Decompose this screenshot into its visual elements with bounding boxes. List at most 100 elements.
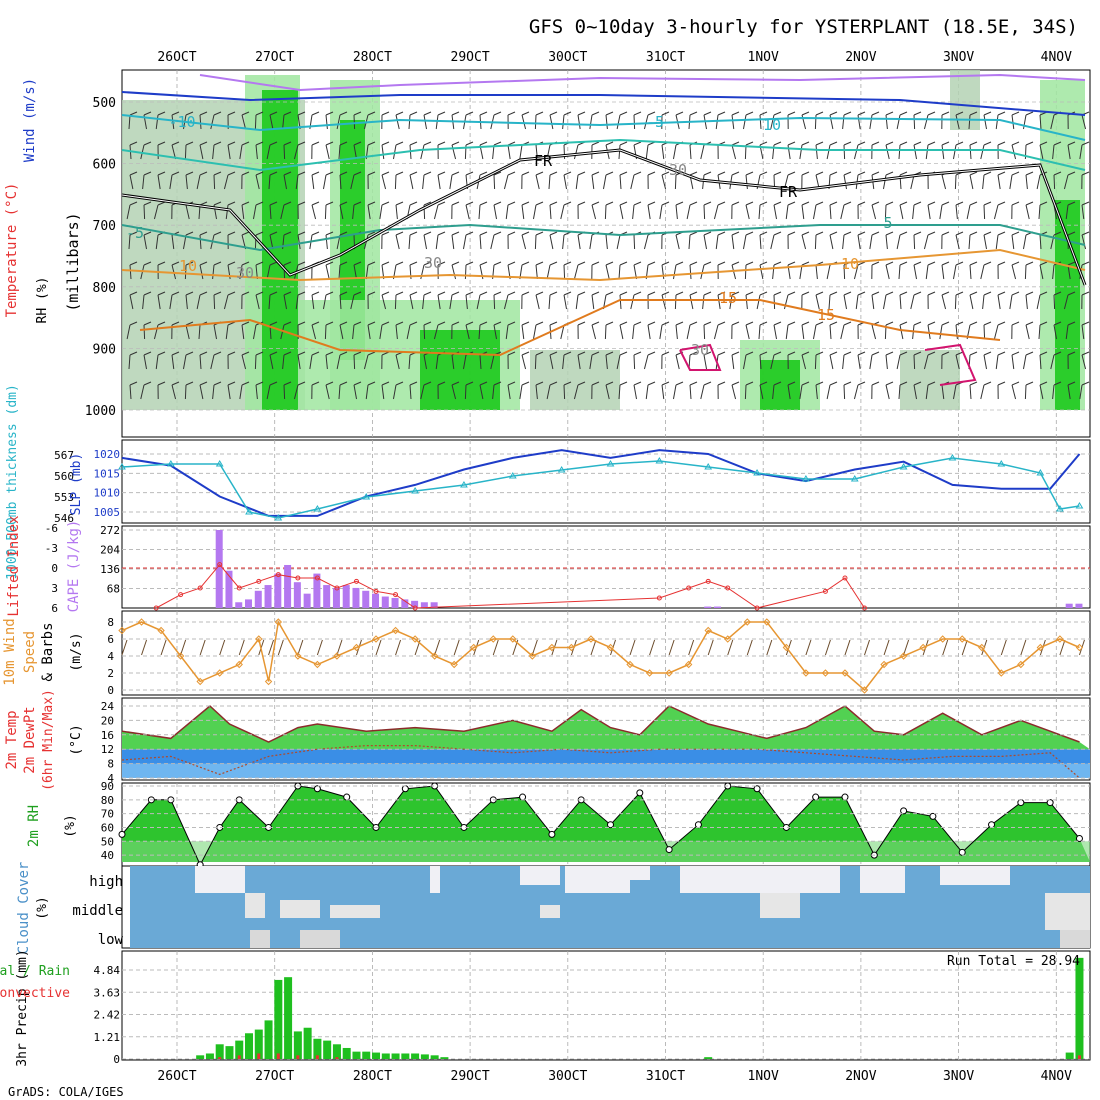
barb-staff [535, 144, 538, 160]
barb-staff [379, 324, 383, 340]
barb-flag [465, 291, 474, 296]
temp-contour [121, 138, 1086, 172]
barb-staff [213, 324, 218, 340]
thickness-tick: 546 [54, 512, 74, 525]
barb-flag [731, 291, 740, 296]
barb-flag [577, 291, 586, 296]
barb-flag [549, 321, 558, 326]
barb-flag [535, 291, 544, 296]
pressure-tick: 600 [93, 158, 116, 173]
wind-barb [395, 639, 402, 656]
barb-staff [1039, 264, 1044, 280]
barb-flag [983, 261, 992, 266]
barb-staff [210, 114, 215, 130]
barb-staff [420, 144, 425, 160]
barb-staff [283, 294, 288, 310]
precip-total-bar [274, 979, 283, 1059]
barb-staff [1065, 324, 1069, 340]
barb-staff [925, 264, 929, 280]
barb-staff [507, 144, 511, 160]
thickness-marker [508, 472, 517, 479]
barb-flag [899, 141, 908, 146]
barb-staff [534, 354, 537, 370]
rh-tick: 50 [101, 835, 114, 848]
barb-staff [1052, 144, 1055, 160]
precip-total-bar [332, 1044, 341, 1059]
wind-barb [121, 639, 128, 656]
barb-staff [252, 324, 257, 340]
barb-flag [479, 201, 488, 206]
temp-contour [924, 343, 977, 386]
barb-flag [549, 291, 558, 296]
barb-flag [283, 351, 292, 356]
wind-speed-line [121, 619, 1080, 692]
barb-staff [773, 204, 778, 220]
wind-marker [235, 660, 243, 669]
barb-flag [325, 261, 334, 266]
barb-staff [532, 204, 537, 220]
barb-staff [241, 114, 247, 130]
barb-flag [773, 291, 782, 296]
barb-staff [324, 204, 327, 220]
slp-tick: 1020 [94, 448, 121, 461]
barb-staff [770, 234, 775, 250]
barb-flag [997, 201, 1006, 206]
barb-flag [143, 351, 152, 356]
barb-flag [395, 141, 404, 146]
barb-staff [325, 114, 328, 130]
barb-flag [1039, 351, 1048, 356]
barb-staff [283, 384, 286, 400]
barb-flag [717, 321, 726, 326]
thickness-marker [557, 466, 566, 473]
barb-staff [618, 144, 621, 160]
barb-flag [941, 201, 950, 206]
barb-flag [227, 171, 236, 176]
barb-flag [255, 261, 264, 266]
barb-flag [815, 291, 824, 296]
barb-flag [731, 171, 740, 176]
barb-staff [912, 204, 915, 220]
barb-staff [913, 114, 916, 130]
barb-staff [185, 294, 188, 310]
barb-staff [293, 384, 299, 400]
thickness-marker [606, 460, 615, 467]
barb-flag [437, 381, 446, 386]
li-marker [334, 585, 340, 591]
wind-marker [978, 643, 986, 652]
precip-total-bar [704, 1057, 713, 1059]
barb-staff [490, 354, 495, 370]
barb-flag [535, 351, 544, 356]
barb-staff [462, 234, 467, 250]
wind-barb [336, 639, 343, 656]
barb-flag [185, 351, 194, 356]
barb-flag [213, 201, 222, 206]
barb-flag [815, 141, 824, 146]
barb-staff [269, 234, 274, 250]
cape-bar [362, 590, 370, 608]
barb-staff [857, 354, 861, 370]
wind-marker [294, 652, 302, 660]
barb-flag [283, 141, 292, 146]
barb-staff [1081, 354, 1087, 370]
barb-staff [759, 114, 762, 130]
barb-flag [129, 351, 138, 356]
barb-flag [297, 231, 306, 236]
barb-flag [689, 171, 698, 176]
barb-staff [449, 174, 453, 190]
barb-flag [423, 201, 432, 206]
barb-flag [787, 171, 796, 176]
barb-flag [843, 291, 852, 296]
wind-marker [626, 660, 634, 669]
rh-tick: 80 [101, 794, 114, 807]
precip-tick: 2.42 [94, 1009, 121, 1022]
barb-staff [1022, 114, 1027, 130]
barb-flag [913, 381, 922, 386]
barb-flag [269, 261, 278, 266]
barb-flag [227, 321, 236, 326]
barb-staff [801, 354, 807, 370]
cloud-level-label: low [98, 932, 124, 948]
barb-flag [1025, 171, 1034, 176]
barb-staff [339, 294, 342, 310]
upper-shading [122, 70, 1085, 410]
barb-staff [619, 204, 624, 220]
